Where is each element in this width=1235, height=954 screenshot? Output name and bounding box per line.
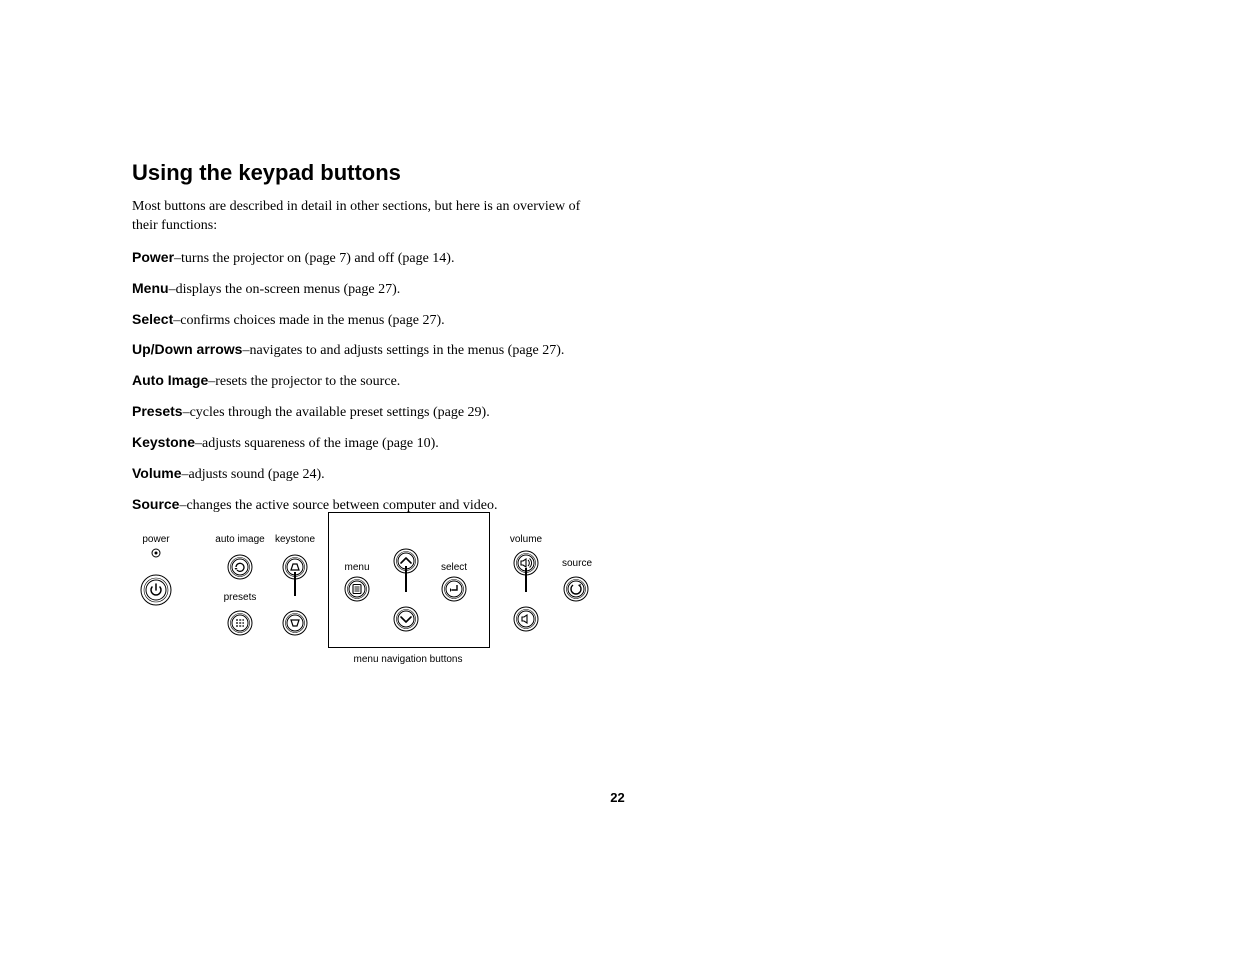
label-menu: menu [344,562,369,573]
volume-down-button-icon [513,606,539,632]
label-source: source [562,558,592,569]
item-keystone: Keystone–adjusts squareness of the image… [132,433,612,454]
item-presets: Presets–cycles through the available pre… [132,402,612,423]
page-heading: Using the keypad buttons [132,160,612,186]
item-select: Select–confirms choices made in the menu… [132,310,612,331]
presets-button-icon [227,610,253,636]
item-power: Power–turns the projector on (page 7) an… [132,248,612,269]
page-number: 22 [0,790,1235,805]
item-autoimage: Auto Image–resets the projector to the s… [132,371,612,392]
menu-button-icon [344,576,370,602]
intro-text: Most buttons are described in detail in … [132,198,592,236]
label-volume: volume [510,534,542,545]
source-button-icon [563,576,589,602]
label-auto-image: auto image [215,534,264,545]
power-button-icon [140,574,172,606]
power-led-icon [151,548,161,558]
down-arrow-button-icon [393,606,419,632]
label-keystone: keystone [275,534,315,545]
volume-up-button-icon [513,550,539,576]
keypad-diagram: menu navigation buttons power auto image… [132,510,612,680]
keystone-down-button-icon [282,610,308,636]
auto-image-button-icon [227,554,253,580]
keystone-up-button-icon [282,554,308,580]
item-volume: Volume–adjusts sound (page 24). [132,464,612,485]
label-presets: presets [224,592,257,603]
label-power: power [142,534,169,545]
item-menu: Menu–displays the on-screen menus (page … [132,279,612,300]
label-select: select [441,562,467,573]
nav-caption: menu navigation buttons [354,654,463,665]
up-arrow-button-icon [393,548,419,574]
select-button-icon [441,576,467,602]
item-updown: Up/Down arrows–navigates to and adjusts … [132,340,612,361]
